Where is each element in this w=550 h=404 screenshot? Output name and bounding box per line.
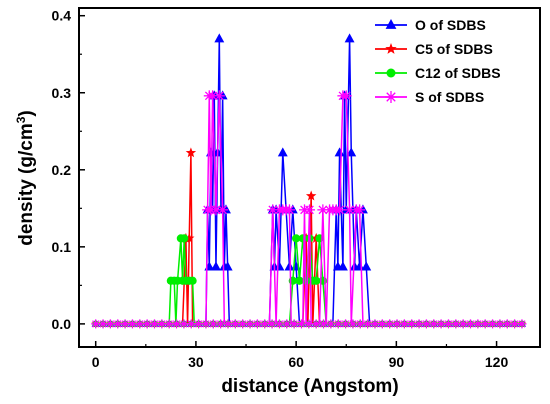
baseline-point	[223, 319, 233, 329]
data-point	[292, 234, 301, 243]
data-point	[354, 261, 365, 271]
y-axis-title: density (g/cm3)	[14, 110, 37, 246]
legend-entry: O of SDBS	[375, 17, 486, 33]
y-axis-title-main: density (g/cm	[16, 123, 37, 245]
baseline-point	[208, 319, 218, 329]
baseline-point	[296, 319, 306, 329]
x-tick-label: 30	[188, 354, 204, 370]
data-point	[305, 190, 317, 201]
data-point	[344, 33, 355, 43]
data-point	[277, 147, 288, 157]
baseline-point	[319, 319, 329, 329]
baseline-point	[377, 319, 387, 329]
data-point	[214, 33, 225, 43]
y-tick-label: 0.4	[52, 8, 72, 24]
baseline-point	[414, 319, 424, 329]
legend-marker	[386, 68, 396, 78]
data-point	[185, 147, 197, 158]
data-point	[361, 261, 372, 271]
legend: O of SDBS C5 of SDBS C12 of SDBS S of SDBS	[375, 17, 501, 105]
x-tick-label: 60	[288, 354, 304, 370]
data-point	[354, 204, 366, 216]
data-point	[340, 90, 352, 102]
y-tick-label: 0.1	[52, 239, 72, 255]
series-4	[91, 90, 527, 329]
data-point	[283, 204, 295, 216]
baseline-point	[399, 319, 409, 329]
y-axis-title-sup: 3	[14, 116, 28, 123]
y-axis-title-close: )	[16, 110, 37, 116]
legend-entry: C5 of SDBS	[375, 41, 493, 57]
legend-marker	[385, 43, 397, 54]
data-point	[184, 232, 195, 243]
baseline-point	[142, 319, 152, 329]
data-point	[211, 261, 221, 271]
legend-label: S of SDBS	[415, 89, 484, 105]
legend-label: O of SDBS	[415, 17, 486, 33]
baseline-point	[274, 319, 284, 329]
y-tick-label: 0.0	[52, 316, 72, 332]
data-point	[207, 90, 219, 102]
data-point	[304, 204, 315, 216]
data-point	[337, 261, 348, 271]
x-tick-label: 0	[92, 354, 100, 370]
data-point	[284, 261, 295, 271]
plot-frame	[78, 7, 541, 348]
y-tick-label: 0.2	[52, 162, 72, 178]
data-point	[180, 234, 189, 243]
data-point	[346, 147, 357, 157]
data-point	[291, 261, 302, 271]
baseline-point	[517, 319, 527, 329]
legend-label: C5 of SDBS	[415, 41, 493, 57]
data-point	[334, 204, 346, 216]
data-point	[222, 261, 233, 271]
data-point	[295, 276, 304, 285]
baseline-point	[238, 319, 248, 329]
data-point	[274, 261, 285, 271]
data-point	[267, 204, 279, 216]
data-point	[213, 90, 225, 102]
legend-marker	[385, 91, 397, 103]
baseline-point	[348, 319, 358, 329]
legend-entry: C12 of SDBS	[375, 65, 501, 81]
data-point	[334, 147, 345, 157]
x-axis-title: distance (Angstom)	[221, 376, 398, 397]
data-point	[217, 204, 229, 216]
baseline-point	[363, 319, 373, 329]
baseline-point	[98, 319, 108, 329]
x-tick-label: 90	[389, 354, 405, 370]
series-line	[95, 38, 524, 325]
x-tick-label: 120	[485, 354, 509, 370]
data-point	[312, 276, 321, 285]
y-tick-label: 0.3	[52, 85, 72, 101]
legend-marker	[385, 19, 397, 29]
legend-entry: S of SDBS	[375, 89, 484, 105]
data-point	[188, 276, 197, 285]
legend-label: C12 of SDBS	[415, 65, 501, 81]
baseline-point	[392, 319, 402, 329]
